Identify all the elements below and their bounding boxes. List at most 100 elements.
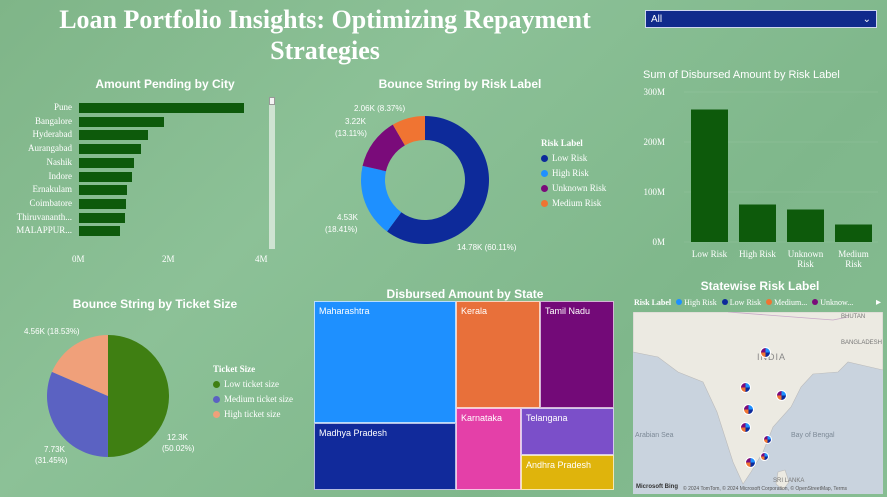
x-category-label: Medium bbox=[838, 249, 869, 259]
x-category-label: Risk bbox=[845, 259, 862, 269]
treemap-cell-andhra-pradesh[interactable]: Andhra Pradesh bbox=[521, 455, 614, 490]
legend-high-ticket[interactable]: High ticket size bbox=[213, 409, 293, 419]
risk-donut-chart bbox=[361, 116, 489, 244]
pie-slice-high-ticket-size[interactable] bbox=[51, 335, 108, 396]
ticket-legend-title: Ticket Size bbox=[213, 364, 256, 374]
city-bar[interactable] bbox=[79, 130, 148, 141]
map-label-arabian-sea: Arabian Sea bbox=[635, 432, 674, 439]
legend-high-risk[interactable]: High Risk bbox=[541, 168, 606, 178]
legend-dot bbox=[213, 395, 220, 403]
donut-slice-medium-risk[interactable] bbox=[392, 116, 425, 146]
ticket-pie-title: Bounce String by Ticket Size bbox=[72, 297, 238, 311]
treemap-cell-kerala[interactable]: Kerala bbox=[456, 301, 540, 408]
city-bar-label: Pune bbox=[54, 102, 72, 112]
map-legend-unknown[interactable]: Unknow... bbox=[812, 298, 853, 307]
legend-scroll-right-icon[interactable]: ▸ bbox=[876, 297, 882, 308]
city-bar-label: Indore bbox=[48, 170, 73, 181]
risk-bar[interactable] bbox=[739, 204, 776, 243]
legend-low-ticket[interactable]: Low ticket size bbox=[213, 379, 293, 389]
donut-slice-high-risk[interactable] bbox=[361, 165, 402, 232]
ticket-legend: Ticket Size Low ticket size Medium ticke… bbox=[213, 364, 293, 424]
legend-dot bbox=[541, 154, 548, 162]
city-bar[interactable] bbox=[79, 212, 125, 223]
scrollbar-track[interactable] bbox=[269, 97, 275, 249]
map-legend-medium[interactable]: Medium... bbox=[766, 298, 807, 307]
map-marker[interactable] bbox=[740, 382, 751, 393]
x-tick-1: 2M bbox=[162, 254, 175, 264]
risk-bar[interactable] bbox=[787, 209, 824, 243]
map-land-shape bbox=[633, 312, 883, 491]
data-label-low-ticket-value: 12.3K bbox=[167, 433, 188, 442]
scrollbar-thumb[interactable] bbox=[269, 97, 275, 105]
risk-bar[interactable] bbox=[835, 224, 872, 243]
legend-dot bbox=[541, 199, 548, 207]
data-label-high-ticket: 4.56K (18.53%) bbox=[24, 327, 80, 336]
map-marker[interactable] bbox=[776, 390, 787, 401]
data-label-unknown-pct: (13.11%) bbox=[335, 129, 367, 138]
risk-legend: Risk Label Low Risk High Risk Unknown Ri… bbox=[541, 138, 606, 213]
ticket-pie-chart bbox=[47, 335, 169, 457]
map-marker[interactable] bbox=[745, 457, 756, 468]
legend-unknown-risk[interactable]: Unknown Risk bbox=[541, 183, 606, 193]
bing-logo: Microsoft Bing bbox=[636, 484, 678, 490]
map-view[interactable]: BHUTAN BANGLADESH INDIA Arabian Sea Bay … bbox=[633, 312, 883, 494]
data-label-medium-ticket-value: 7.73K bbox=[44, 445, 65, 454]
legend-dot bbox=[213, 380, 220, 388]
legend-medium-ticket[interactable]: Medium ticket size bbox=[213, 394, 293, 404]
city-bar-label: Ernakulam bbox=[32, 184, 73, 195]
y-tick-label: 300M bbox=[643, 87, 665, 97]
map-legend-low[interactable]: Low Risk bbox=[721, 298, 761, 307]
risk-bar[interactable] bbox=[691, 109, 728, 243]
map-marker[interactable] bbox=[760, 452, 769, 461]
city-bar-label: Nashik bbox=[46, 156, 73, 167]
pie-slice-low-ticket-size[interactable] bbox=[107, 335, 169, 457]
city-bar-label: Coimbatore bbox=[29, 197, 73, 208]
city-bar[interactable] bbox=[79, 185, 128, 196]
city-bar[interactable] bbox=[79, 198, 127, 209]
city-bar[interactable] bbox=[79, 157, 134, 168]
map-legend-title: Risk Label bbox=[634, 298, 672, 307]
legend-dot bbox=[541, 169, 548, 177]
treemap-cell-tamil-nadu[interactable]: Tamil Nadu bbox=[540, 301, 614, 408]
map-marker[interactable] bbox=[743, 404, 754, 415]
legend-low-risk[interactable]: Low Risk bbox=[541, 153, 606, 163]
map-legend-high[interactable]: High Risk bbox=[676, 298, 717, 307]
pie-slice-medium-ticket-size[interactable] bbox=[47, 371, 108, 457]
treemap-cell-karnataka[interactable]: Karnataka bbox=[456, 408, 521, 490]
city-bar[interactable] bbox=[79, 171, 132, 182]
city-bar-label: Bangalore bbox=[35, 115, 72, 126]
map-label-bangladesh: BANGLADESH bbox=[841, 340, 883, 346]
data-label-medium-risk: 2.06K (8.37%) bbox=[354, 104, 406, 113]
map-marker[interactable] bbox=[763, 435, 772, 444]
data-label-low-risk: 14.78K (60.11%) bbox=[457, 243, 517, 252]
city-bar-chart: Pune Bangalore Hyderabad Aurangabad Nashik In… bbox=[0, 100, 290, 260]
state-treemap: Maharashtra Kerala Tamil Nadu Madhya Pra… bbox=[314, 301, 614, 490]
city-bar[interactable] bbox=[79, 103, 244, 113]
map-attribution[interactable]: © 2024 TomTom, © 2024 Microsoft Corporat… bbox=[683, 486, 847, 492]
page-title: Loan Portfolio Insights: Optimizing Repa… bbox=[59, 5, 591, 65]
treemap-cell-madhya-pradesh[interactable]: Madhya Pradesh bbox=[314, 423, 456, 490]
city-bar-label: Hyderabad bbox=[32, 129, 72, 140]
legend-medium-risk[interactable]: Medium Risk bbox=[541, 198, 606, 208]
treemap-cell-maharashtra[interactable]: Maharashtra bbox=[314, 301, 456, 423]
filter-dropdown[interactable]: All ⌄ bbox=[645, 10, 877, 28]
treemap-cell-telangana[interactable]: Telangana bbox=[521, 408, 614, 455]
y-tick-label: 200M bbox=[643, 137, 665, 147]
city-bar-label: Aurangabad bbox=[28, 143, 72, 154]
donut-slice-unknown-risk[interactable] bbox=[362, 124, 405, 172]
y-tick-label: 0M bbox=[652, 237, 665, 247]
x-category-label: Risk bbox=[797, 259, 814, 269]
city-bar[interactable] bbox=[79, 144, 141, 155]
x-tick-0: 0M bbox=[72, 254, 85, 264]
map-marker[interactable] bbox=[740, 422, 751, 433]
x-category-label: Low Risk bbox=[692, 249, 728, 259]
disbursed-risk-title: Sum of Disbursed Amount by Risk Label bbox=[643, 69, 840, 81]
donut-slice-low-risk[interactable] bbox=[387, 116, 489, 244]
state-treemap-title: Disbursed Amount by State bbox=[386, 287, 544, 301]
city-bar[interactable] bbox=[79, 226, 121, 237]
map-label-sri-lanka: SRI LANKA bbox=[773, 478, 805, 484]
city-bar[interactable] bbox=[79, 116, 164, 127]
data-label-medium-ticket-pct: (31.45%) bbox=[35, 456, 68, 465]
map-marker[interactable] bbox=[760, 347, 771, 358]
